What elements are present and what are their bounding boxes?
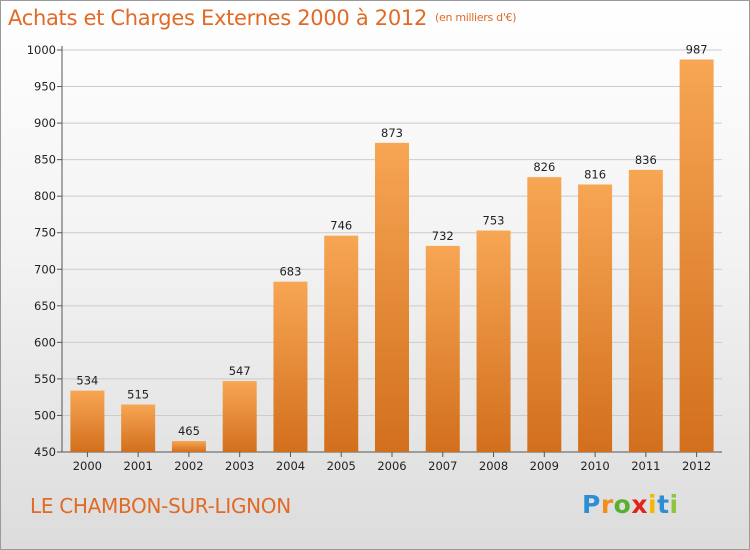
value-label-2010: 816 bbox=[584, 167, 606, 181]
y-tick-label: 950 bbox=[34, 80, 56, 94]
logo-letter: o bbox=[613, 490, 632, 519]
bar-2007[interactable] bbox=[425, 245, 460, 452]
value-label-2003: 547 bbox=[229, 364, 251, 378]
logo-letter: i bbox=[648, 490, 658, 519]
value-label-2000: 534 bbox=[76, 374, 98, 388]
value-label-2006: 873 bbox=[381, 126, 403, 140]
chart-title-block: Achats et Charges Externes 2000 à 2012 (e… bbox=[8, 6, 517, 30]
value-label-2012: 987 bbox=[686, 43, 708, 57]
y-tick-label: 500 bbox=[34, 408, 56, 422]
value-label-2011: 836 bbox=[635, 153, 657, 167]
bar-2008[interactable] bbox=[476, 230, 511, 452]
value-label-2007: 732 bbox=[432, 229, 454, 243]
logo-letter: P bbox=[582, 490, 601, 519]
value-label-2008: 753 bbox=[483, 214, 505, 228]
logo-letter: r bbox=[600, 490, 614, 519]
bar-2012[interactable] bbox=[679, 59, 714, 452]
value-label-2004: 683 bbox=[279, 265, 301, 279]
x-tick-label-2007: 2007 bbox=[428, 459, 457, 473]
x-tick-label-2005: 2005 bbox=[327, 459, 356, 473]
bar-2006[interactable] bbox=[375, 142, 409, 453]
bar-2010[interactable] bbox=[578, 184, 613, 452]
logo-letter: x bbox=[631, 490, 648, 519]
y-tick-label: 900 bbox=[34, 116, 56, 130]
y-tick-label: 800 bbox=[34, 189, 56, 203]
x-tick-label-2009: 2009 bbox=[530, 459, 559, 473]
x-tick-label-2000: 2000 bbox=[73, 459, 102, 473]
y-tick-label: 650 bbox=[34, 299, 56, 313]
chart-title: Achats et Charges Externes 2000 à 2012 bbox=[8, 6, 428, 30]
bar-2009[interactable] bbox=[527, 177, 562, 453]
x-tick-label-2002: 2002 bbox=[174, 459, 203, 473]
y-tick-label: 450 bbox=[34, 445, 56, 459]
bar-2002[interactable] bbox=[171, 441, 206, 452]
x-tick-label-2001: 2001 bbox=[124, 459, 153, 473]
bar-2011[interactable] bbox=[628, 169, 663, 453]
y-tick-label: 600 bbox=[34, 335, 56, 349]
x-tick-label-2011: 2011 bbox=[631, 459, 660, 473]
x-tick-label-2010: 2010 bbox=[580, 459, 609, 473]
x-tick-label-2003: 2003 bbox=[225, 459, 254, 473]
logo-letter: i bbox=[669, 490, 679, 519]
y-tick-label: 850 bbox=[34, 153, 56, 167]
y-tick-label: 1000 bbox=[27, 43, 56, 57]
y-tick-label: 750 bbox=[34, 226, 56, 240]
bar-2005[interactable] bbox=[324, 235, 359, 452]
x-tick-label-2006: 2006 bbox=[377, 459, 406, 473]
value-label-2001: 515 bbox=[127, 387, 149, 401]
value-label-2002: 465 bbox=[178, 424, 200, 438]
proxiti-logo[interactable]: Proxiti bbox=[582, 490, 679, 519]
chart-unit: (en milliers d'€) bbox=[435, 11, 517, 24]
y-tick-label: 700 bbox=[34, 262, 56, 276]
logo-letter: t bbox=[657, 490, 670, 519]
x-tick-label-2008: 2008 bbox=[479, 459, 508, 473]
x-tick-label-2012: 2012 bbox=[682, 459, 711, 473]
bar-2001[interactable] bbox=[121, 404, 156, 452]
bar-2004[interactable] bbox=[273, 281, 308, 452]
value-label-2005: 746 bbox=[330, 219, 352, 233]
x-tick-label-2004: 2004 bbox=[276, 459, 305, 473]
bar-2000[interactable] bbox=[70, 390, 105, 452]
bar-2003[interactable] bbox=[222, 381, 257, 452]
y-tick-label: 550 bbox=[34, 372, 56, 386]
town-name: LE CHAMBON-SUR-LIGNON bbox=[30, 494, 291, 518]
value-label-2009: 826 bbox=[533, 160, 555, 174]
